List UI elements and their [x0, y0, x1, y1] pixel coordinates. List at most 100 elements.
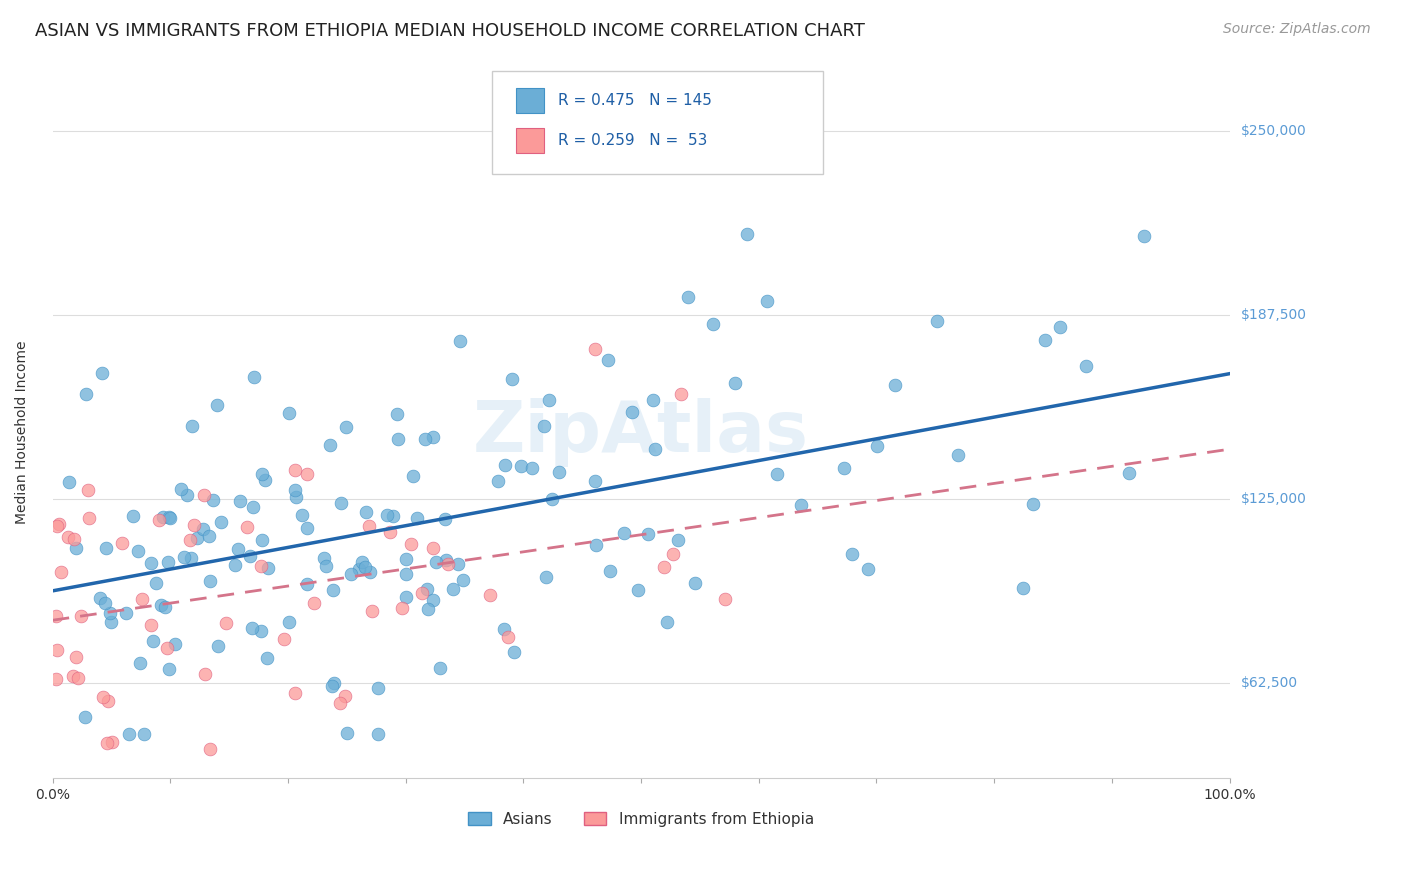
Point: [378, 524, 401, 539]
Point: [501, 372, 523, 386]
Point: [447, 557, 470, 571]
Point: [242, 500, 264, 514]
Point: [96, 736, 118, 750]
Point: [315, 559, 337, 574]
Point: [360, 604, 382, 618]
Point: [599, 564, 621, 578]
Point: [676, 290, 699, 304]
Point: [205, 398, 228, 412]
Point: [335, 420, 357, 434]
Point: [49, 565, 72, 579]
Text: $187,500: $187,500: [1240, 308, 1306, 321]
Point: [235, 520, 257, 534]
Point: [156, 555, 179, 569]
Point: [121, 509, 143, 524]
Point: [714, 591, 737, 606]
Point: [395, 590, 418, 604]
Point: [509, 458, 531, 473]
Point: [1118, 466, 1140, 480]
Point: [254, 473, 277, 487]
Point: [436, 553, 458, 567]
Point: [273, 632, 295, 646]
Point: [333, 689, 356, 703]
Point: [240, 621, 263, 635]
Point: [925, 314, 948, 328]
Point: [302, 596, 325, 610]
Point: [387, 432, 409, 446]
Point: [422, 541, 444, 556]
Point: [132, 727, 155, 741]
Point: [156, 641, 179, 656]
Point: [350, 555, 373, 569]
Text: Source: ZipAtlas.com: Source: ZipAtlas.com: [1223, 22, 1371, 37]
Point: [395, 551, 418, 566]
Point: [866, 439, 889, 453]
Point: [547, 465, 569, 479]
Point: [127, 544, 149, 558]
Point: [256, 560, 278, 574]
Point: [45, 642, 67, 657]
Point: [353, 559, 375, 574]
Point: [242, 370, 264, 384]
Point: [347, 562, 370, 576]
Point: [637, 527, 659, 541]
Point: [399, 537, 422, 551]
Point: [67, 671, 90, 685]
Point: [285, 490, 308, 504]
Point: [534, 569, 557, 583]
Point: [169, 482, 191, 496]
Point: [181, 419, 204, 434]
Point: [73, 709, 96, 723]
Point: [356, 505, 378, 519]
Point: [494, 623, 516, 637]
Point: [834, 461, 856, 475]
Point: [613, 526, 636, 541]
Text: $250,000: $250,000: [1240, 123, 1306, 137]
Point: [173, 549, 195, 564]
Point: [179, 533, 201, 547]
Point: [496, 630, 519, 644]
Point: [277, 615, 299, 629]
Point: [1132, 229, 1154, 244]
Point: [295, 576, 318, 591]
Point: [198, 529, 221, 543]
Point: [141, 618, 163, 632]
Point: [207, 639, 229, 653]
Point: [157, 662, 180, 676]
Point: [416, 582, 439, 597]
Point: [77, 483, 100, 497]
Point: [318, 437, 340, 451]
Point: [129, 657, 152, 671]
Point: [114, 606, 136, 620]
Point: [211, 515, 233, 529]
Point: [150, 598, 173, 612]
Point: [1033, 333, 1056, 347]
Point: [385, 407, 408, 421]
Point: [946, 448, 969, 462]
Point: [449, 334, 471, 348]
Point: [297, 521, 319, 535]
Point: [256, 650, 278, 665]
Point: [100, 615, 122, 629]
Text: ASIAN VS IMMIGRANTS FROM ETHIOPIA MEDIAN HOUSEHOLD INCOME CORRELATION CHART: ASIAN VS IMMIGRANTS FROM ETHIOPIA MEDIAN…: [35, 22, 865, 40]
Point: [627, 582, 650, 597]
Point: [644, 442, 666, 457]
Point: [533, 419, 555, 434]
Point: [755, 294, 778, 309]
Point: [541, 492, 564, 507]
Point: [100, 735, 122, 749]
Point: [65, 650, 87, 665]
Point: [58, 475, 80, 489]
Point: [669, 387, 692, 401]
Point: [224, 558, 246, 573]
Point: [1076, 359, 1098, 374]
Point: [451, 573, 474, 587]
Point: [91, 690, 114, 705]
Point: [45, 609, 67, 624]
Point: [70, 609, 93, 624]
Point: [155, 600, 177, 615]
Point: [77, 511, 100, 525]
Point: [522, 460, 544, 475]
Point: [359, 519, 381, 533]
Point: [291, 508, 314, 522]
